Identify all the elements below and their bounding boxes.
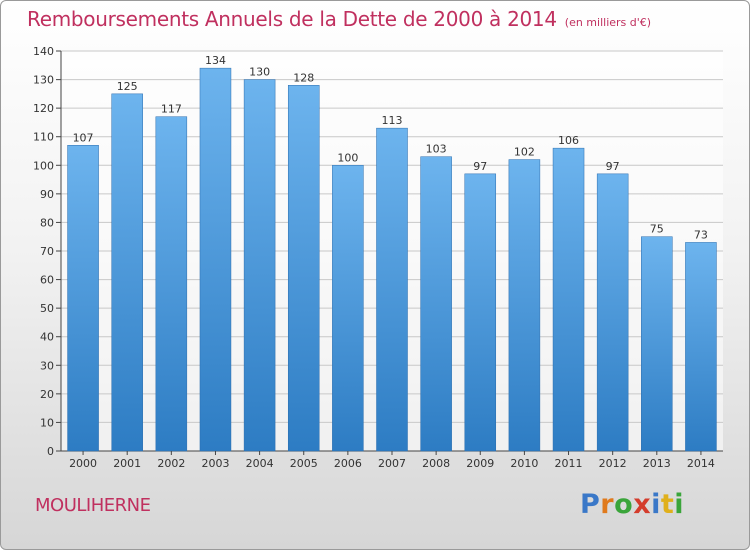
bar bbox=[243, 79, 276, 452]
bar bbox=[376, 127, 408, 452]
bar bbox=[508, 159, 541, 452]
bar-value-label: 107 bbox=[73, 131, 94, 144]
bar-value-label: 134 bbox=[205, 54, 226, 67]
bar bbox=[685, 242, 717, 452]
bar-value-label: 97 bbox=[473, 160, 487, 173]
x-tick-label: 2002 bbox=[157, 457, 185, 470]
bar-value-label: 113 bbox=[382, 114, 403, 127]
bar-value-label: 125 bbox=[117, 80, 138, 93]
x-tick-label: 2003 bbox=[201, 457, 229, 470]
x-tick-label: 2006 bbox=[334, 457, 362, 470]
bar-value-label: 73 bbox=[694, 228, 708, 241]
bar-value-label: 106 bbox=[558, 134, 579, 147]
bar bbox=[67, 145, 99, 452]
bar bbox=[111, 93, 143, 452]
x-tick-label: 2005 bbox=[290, 457, 318, 470]
bar-value-label: 103 bbox=[426, 143, 447, 156]
y-tick-label: 60 bbox=[40, 274, 54, 287]
bar bbox=[641, 236, 673, 452]
bar-value-label: 128 bbox=[293, 71, 314, 84]
bar bbox=[155, 116, 188, 452]
y-tick-label: 120 bbox=[33, 102, 54, 115]
bar bbox=[420, 156, 452, 452]
y-tick-label: 40 bbox=[40, 331, 54, 344]
bar bbox=[199, 67, 232, 452]
y-tick-label: 80 bbox=[40, 216, 54, 229]
y-tick-label: 50 bbox=[40, 302, 54, 315]
bar-value-label: 97 bbox=[606, 160, 620, 173]
town-name: MOULIHERNE bbox=[35, 495, 151, 516]
chart-unit-note: (en milliers d'€) bbox=[564, 16, 652, 29]
x-tick-label: 2009 bbox=[466, 457, 494, 470]
x-tick-label: 2011 bbox=[555, 457, 583, 470]
bar bbox=[287, 85, 320, 452]
bar bbox=[464, 173, 497, 452]
chart-title: Remboursements Annuels de la Dette de 20… bbox=[27, 7, 557, 31]
y-tick-label: 140 bbox=[33, 45, 54, 58]
x-tick-label: 2004 bbox=[246, 457, 274, 470]
y-tick-label: 100 bbox=[33, 159, 54, 172]
bar-value-label: 117 bbox=[161, 103, 182, 116]
x-tick-label: 2014 bbox=[687, 457, 715, 470]
bar-value-label: 75 bbox=[650, 223, 664, 236]
y-tick-label: 130 bbox=[33, 74, 54, 87]
y-tick-label: 0 bbox=[47, 445, 54, 458]
bar bbox=[596, 173, 629, 452]
x-tick-label: 2012 bbox=[599, 457, 627, 470]
bar-value-label: 130 bbox=[249, 66, 270, 79]
x-tick-label: 2008 bbox=[422, 457, 450, 470]
y-tick-label: 20 bbox=[40, 388, 54, 401]
y-tick-label: 30 bbox=[40, 359, 54, 372]
y-tick-label: 110 bbox=[33, 131, 54, 144]
x-tick-label: 2001 bbox=[113, 457, 141, 470]
x-tick-label: 2000 bbox=[69, 457, 97, 470]
y-tick-label: 70 bbox=[40, 245, 54, 258]
proxiti-logo: Proxiti bbox=[580, 489, 685, 520]
bar bbox=[552, 147, 585, 452]
x-tick-label: 2007 bbox=[378, 457, 406, 470]
bar bbox=[332, 165, 364, 452]
y-tick-label: 90 bbox=[40, 188, 54, 201]
y-tick-label: 10 bbox=[40, 416, 54, 429]
bar-value-label: 102 bbox=[514, 146, 535, 159]
x-tick-label: 2010 bbox=[510, 457, 538, 470]
x-tick-label: 2013 bbox=[643, 457, 671, 470]
chart-title-block: Remboursements Annuels de la Dette de 20… bbox=[27, 7, 651, 31]
bar-value-label: 100 bbox=[337, 151, 358, 164]
